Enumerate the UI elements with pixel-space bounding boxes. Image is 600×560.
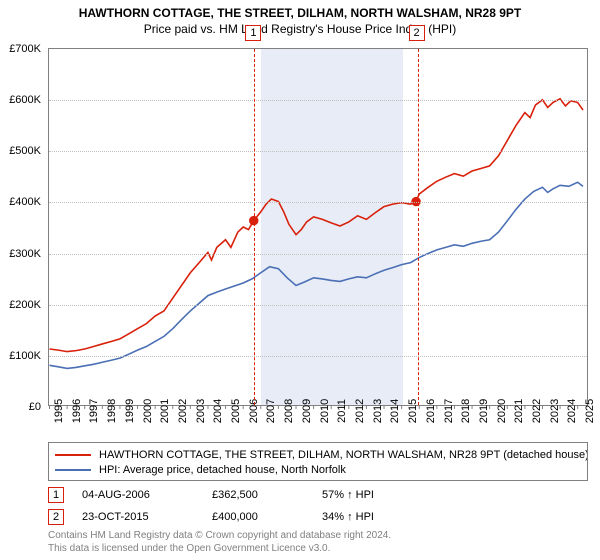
gridline-y — [49, 202, 587, 203]
x-axis-label: 2000 — [142, 391, 154, 431]
chart-title-address: HAWTHORN COTTAGE, THE STREET, DILHAM, NO… — [4, 6, 596, 20]
chart-svg — [49, 49, 587, 405]
gridline-y — [49, 151, 587, 152]
transaction-price: £362,500 — [212, 489, 322, 501]
x-axis-label: 2019 — [478, 391, 490, 431]
transaction-marker-badge: 2 — [48, 509, 64, 525]
y-axis-label: £0 — [0, 401, 41, 413]
arrow-up-icon: ↑ — [344, 489, 356, 501]
x-axis-label: 1996 — [71, 391, 83, 431]
sale-marker-line — [418, 49, 419, 405]
chart-title-block: HAWTHORN COTTAGE, THE STREET, DILHAM, NO… — [0, 0, 600, 38]
x-axis-label: 2004 — [212, 391, 224, 431]
x-axis-label: 2025 — [584, 391, 596, 431]
legend-label: HAWTHORN COTTAGE, THE STREET, DILHAM, NO… — [99, 449, 588, 461]
transaction-row: 2 23-OCT-2015£400,00034% ↑ HPI — [48, 506, 588, 528]
x-axis-label: 2007 — [265, 391, 277, 431]
x-axis-label: 2022 — [531, 391, 543, 431]
x-axis-label: 2024 — [566, 391, 578, 431]
x-axis-label: 2017 — [443, 391, 455, 431]
y-axis-label: £700K — [0, 43, 41, 55]
transaction-marker-badge: 1 — [48, 487, 64, 503]
legend: HAWTHORN COTTAGE, THE STREET, DILHAM, NO… — [48, 442, 588, 481]
y-axis-label: £600K — [0, 94, 41, 106]
y-axis-label: £300K — [0, 248, 41, 260]
x-axis-label: 1997 — [88, 391, 100, 431]
x-axis-label: 2020 — [496, 391, 508, 431]
x-axis-label: 1995 — [53, 391, 65, 431]
transactions-table: 1 04-AUG-2006£362,50057% ↑ HPI 2 23-OCT-201… — [48, 484, 588, 528]
x-axis-label: 2023 — [549, 391, 561, 431]
legend-item: HAWTHORN COTTAGE, THE STREET, DILHAM, NO… — [55, 447, 581, 462]
legend-item: HPI: Average price, detached house, Nort… — [55, 462, 581, 477]
legend-swatch — [55, 469, 91, 471]
legend-label: HPI: Average price, detached house, Nort… — [99, 464, 346, 476]
legend-swatch — [55, 454, 91, 456]
footer-attribution: Contains HM Land Registry data © Crown c… — [48, 530, 588, 555]
transaction-price: £400,000 — [212, 511, 322, 523]
x-axis-label: 2012 — [354, 391, 366, 431]
x-axis-label: 2009 — [301, 391, 313, 431]
x-axis-label: 1998 — [106, 391, 118, 431]
chart-title-subtitle: Price paid vs. HM Land Registry's House … — [4, 22, 596, 36]
y-axis-label: £400K — [0, 196, 41, 208]
x-axis-label: 2001 — [159, 391, 171, 431]
transaction-date: 04-AUG-2006 — [82, 489, 212, 501]
x-axis-label: 2014 — [389, 391, 401, 431]
gridline-y — [49, 356, 587, 357]
y-axis-label: £200K — [0, 299, 41, 311]
transaction-row: 1 04-AUG-2006£362,50057% ↑ HPI — [48, 484, 588, 506]
footer-line2: This data is licensed under the Open Gov… — [48, 543, 588, 556]
x-axis-label: 1999 — [124, 391, 136, 431]
x-axis-label: 2010 — [319, 391, 331, 431]
y-axis-label: £100K — [0, 350, 41, 362]
series-hpi — [50, 182, 584, 368]
arrow-up-icon: ↑ — [344, 511, 356, 523]
gridline-y — [49, 100, 587, 101]
footer-line1: Contains HM Land Registry data © Crown c… — [48, 530, 588, 543]
transaction-pct-vs-hpi: 34% ↑ HPI — [322, 511, 462, 523]
sale-marker-line — [254, 49, 255, 405]
sale-marker-badge: 1 — [245, 25, 261, 41]
gridline-y — [49, 305, 587, 306]
x-axis-label: 2013 — [372, 391, 384, 431]
chart-plot-area: £0£100K£200K£300K£400K£500K£600K£700K199… — [48, 48, 588, 406]
gridline-y — [49, 254, 587, 255]
transaction-pct-vs-hpi: 57% ↑ HPI — [322, 489, 462, 501]
y-axis-label: £500K — [0, 145, 41, 157]
x-axis-label: 2021 — [513, 391, 525, 431]
x-axis-label: 2005 — [230, 391, 242, 431]
x-axis-label: 2008 — [283, 391, 295, 431]
x-axis-label: 2002 — [177, 391, 189, 431]
sale-marker-badge: 2 — [409, 25, 425, 41]
x-axis-label: 2011 — [336, 391, 348, 431]
transaction-date: 23-OCT-2015 — [82, 511, 212, 523]
x-axis-label: 2003 — [195, 391, 207, 431]
x-axis-label: 2016 — [425, 391, 437, 431]
x-axis-label: 2018 — [460, 391, 472, 431]
